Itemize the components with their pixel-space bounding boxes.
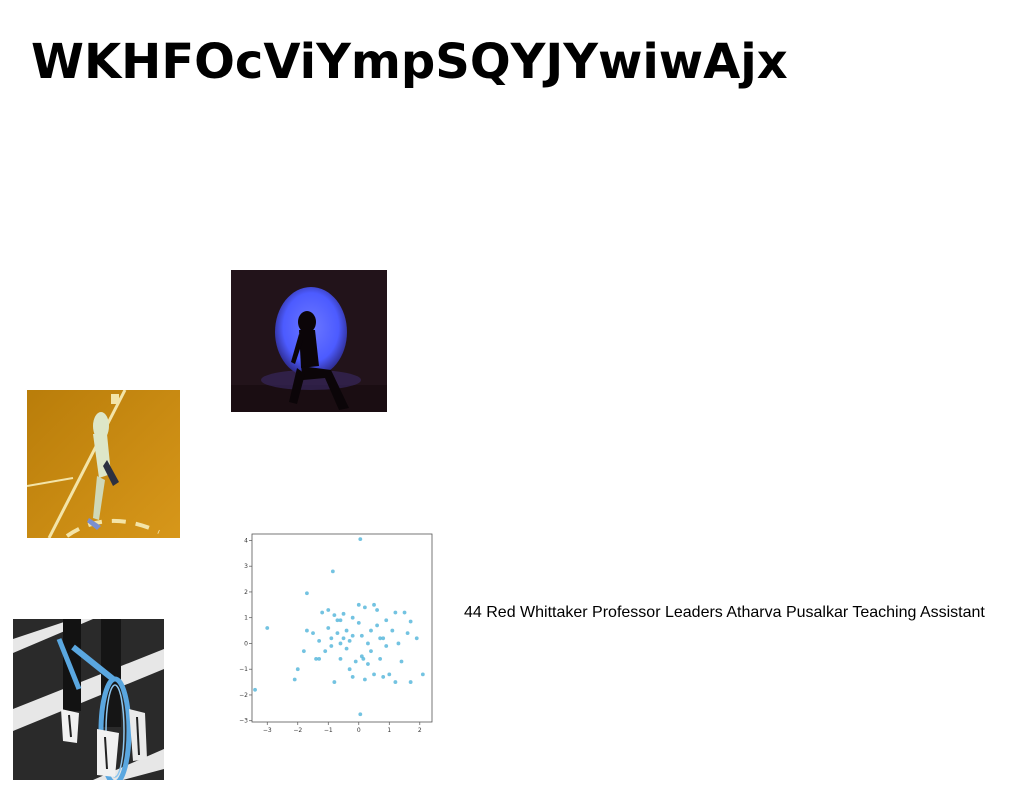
scatter-point xyxy=(295,667,300,672)
y-tick-label: 2 xyxy=(244,589,248,596)
scatter-point xyxy=(338,657,343,661)
scatter-point xyxy=(320,610,325,615)
y-tick-label: −3 xyxy=(239,718,248,725)
scatter-point xyxy=(396,641,401,646)
scatter-point xyxy=(358,537,363,542)
scatter-point xyxy=(362,605,367,610)
scatter-point xyxy=(317,657,322,661)
scatter-point xyxy=(356,602,361,607)
scatter-point xyxy=(366,662,370,666)
scatter-point xyxy=(317,638,322,643)
x-tick-label: 1 xyxy=(387,727,391,734)
bicycle-crosswalk-photo xyxy=(13,619,164,780)
x-tick-label: −2 xyxy=(293,727,302,734)
scatter-point xyxy=(353,659,358,664)
plot-frame xyxy=(251,533,433,723)
scatter-point xyxy=(341,611,346,616)
scatter-point xyxy=(341,636,346,641)
scatter-point xyxy=(362,677,367,682)
scatter-point xyxy=(372,602,376,607)
scatter-point xyxy=(402,610,407,615)
scatter-point xyxy=(381,675,386,679)
y-tick-label: 4 xyxy=(244,537,248,544)
scatter-point xyxy=(375,623,379,628)
scatter-point xyxy=(326,608,331,612)
scatter-point xyxy=(378,636,383,641)
scatter-point xyxy=(356,620,361,625)
scatter-point xyxy=(408,680,413,684)
scatter-point xyxy=(332,613,337,618)
scatter-point xyxy=(350,675,355,679)
scatter-point xyxy=(335,631,340,636)
silhouette-spotlight-photo xyxy=(231,270,387,412)
scatter-point xyxy=(311,631,315,636)
scatter-point xyxy=(361,657,366,661)
scatter-point xyxy=(405,631,410,636)
scatter-point xyxy=(350,633,355,638)
scatter-point xyxy=(408,619,413,624)
page-title: WKHFOcViYmpSQYJYwiwAjx xyxy=(31,34,788,90)
scatter-point xyxy=(338,641,343,646)
y-tick-label: −1 xyxy=(239,666,248,673)
scatter-point xyxy=(305,628,309,633)
scatter-point xyxy=(301,649,306,654)
scatter-point xyxy=(314,657,318,661)
scatter-point xyxy=(358,712,363,717)
scatter-point xyxy=(350,615,355,620)
x-tick-label: 0 xyxy=(357,727,361,734)
scatter-point xyxy=(292,677,297,682)
scatter-point xyxy=(326,626,331,630)
scatter-point xyxy=(305,591,309,596)
x-tick-label: −1 xyxy=(324,727,333,734)
scatter-point xyxy=(372,672,376,677)
scatter-point xyxy=(375,608,379,612)
scatter-point xyxy=(332,680,337,684)
y-tick-label: −2 xyxy=(239,692,248,699)
scatter-point xyxy=(344,628,349,633)
scatter-point xyxy=(369,628,373,633)
scatter-point xyxy=(393,680,398,684)
scatter-plot-svg: −3 −2 −1 0 1 2 −3 −2 −1 0 1 2 3 4 xyxy=(239,533,433,734)
scatter-point xyxy=(378,657,383,661)
scatter-point xyxy=(369,649,373,654)
scatter-point xyxy=(381,636,386,641)
scatter-point xyxy=(347,638,352,643)
scatter-point xyxy=(384,644,389,648)
scatter-point xyxy=(414,636,419,641)
scatter-point xyxy=(347,667,352,672)
scatter-point xyxy=(335,618,340,623)
y-tick-label: 3 xyxy=(244,563,248,570)
scatter-plot: −3 −2 −1 0 1 2 −3 −2 −1 0 1 2 3 4 xyxy=(238,530,438,736)
scatter-point xyxy=(384,618,389,623)
y-tick-label: 0 xyxy=(244,640,248,647)
x-tick-label: 2 xyxy=(418,727,422,734)
scatter-point xyxy=(366,641,370,646)
scatter-point xyxy=(390,628,395,633)
scatter-point xyxy=(338,618,343,623)
scatter-point xyxy=(253,687,257,692)
scatter-point xyxy=(323,649,328,654)
caption-text: 44 Red Whittaker Professor Leaders Athar… xyxy=(464,604,985,621)
runner-court-photo xyxy=(27,390,180,538)
scatter-point xyxy=(359,633,364,638)
scatter-point xyxy=(265,626,270,630)
scatter-point xyxy=(344,646,349,651)
scatter-point xyxy=(393,610,398,615)
scatter-point xyxy=(329,644,334,648)
scatter-point xyxy=(420,672,425,677)
scatter-point xyxy=(387,672,392,677)
scatter-point xyxy=(330,569,335,574)
x-tick-label: −3 xyxy=(263,727,272,734)
scatter-point xyxy=(399,659,404,664)
y-tick-label: 1 xyxy=(244,615,248,622)
scatter-point xyxy=(329,636,334,641)
